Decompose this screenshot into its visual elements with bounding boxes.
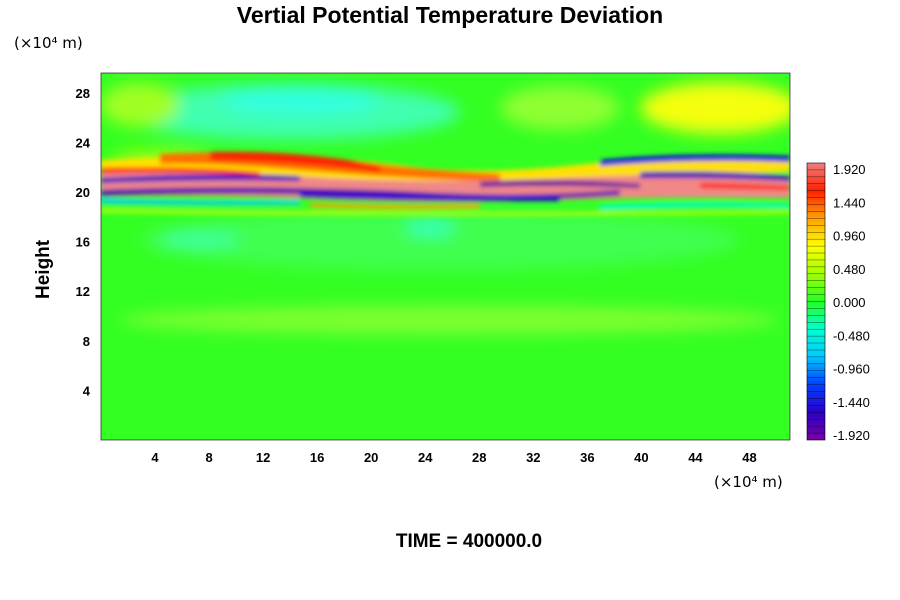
y-axis-ticks: 4 8 12 16 20 24 28 [76, 86, 91, 399]
y-tick-label: 12 [76, 284, 90, 299]
x-tick-label: 48 [742, 450, 756, 465]
colorbar-label: 1.440 [833, 195, 866, 210]
x-tick-label: 4 [151, 450, 159, 465]
time-label: TIME = 400000.0 [395, 531, 543, 552]
colorbar-label: 0.960 [833, 229, 866, 244]
colorbar-label: -1.920 [833, 428, 870, 443]
x-tick-label: 28 [472, 450, 486, 465]
colorbar: 1.920 1.440 0.960 0.480 0.000 -0.480 -0.960 -1.… [806, 162, 870, 443]
x-tick-label: 44 [688, 450, 703, 465]
colorbar-label: -1.440 [833, 395, 870, 410]
y-axis-unit: (×10⁴ m) [14, 34, 83, 52]
y-tick-label: 8 [83, 334, 90, 349]
x-tick-label: 12 [256, 450, 270, 465]
x-tick-label: 36 [580, 450, 594, 465]
x-axis-ticks: 4 8 12 16 20 24 28 32 36 40 44 48 [151, 450, 756, 465]
colorbar-label: 0.000 [833, 295, 866, 310]
x-tick-label: 20 [364, 450, 378, 465]
y-tick-label: 20 [76, 185, 90, 200]
x-tick-label: 32 [526, 450, 540, 465]
chart-title: Vertial Potential Temperature Deviation [236, 2, 664, 28]
x-axis-unit: (×10⁴ m) [714, 473, 783, 491]
heatmap-field [101, 73, 790, 440]
x-tick-label: 8 [205, 450, 212, 465]
colorbar-label: -0.480 [833, 328, 870, 343]
y-tick-label: 24 [76, 135, 91, 150]
y-tick-label: 16 [76, 235, 90, 250]
colorbar-label: 1.920 [833, 162, 866, 177]
colorbar-label: -0.960 [833, 362, 870, 377]
colorbar-label: 0.480 [833, 262, 866, 277]
x-tick-label: 40 [634, 450, 648, 465]
x-tick-label: 16 [310, 450, 324, 465]
x-tick-label: 24 [418, 450, 433, 465]
y-tick-label: 28 [76, 86, 90, 101]
y-tick-label: 4 [83, 383, 91, 398]
